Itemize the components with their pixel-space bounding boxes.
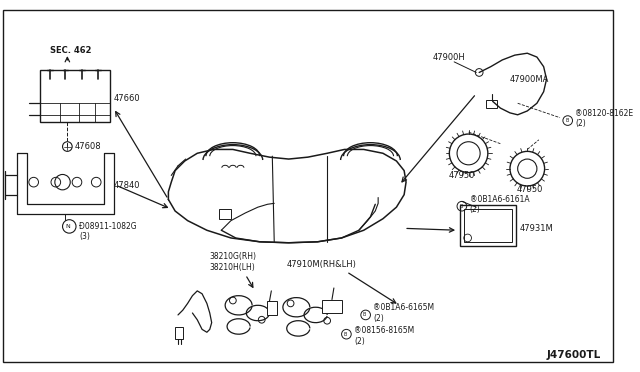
Bar [40, 70, 109, 122]
Text: 47900H: 47900H [433, 52, 466, 61]
Text: N: N [65, 224, 70, 229]
Text: 47900MA: 47900MA [510, 75, 549, 84]
Text: 47910M(RH&LH): 47910M(RH&LH) [287, 260, 356, 269]
Text: Ð08911-1082G
(3): Ð08911-1082G (3) [79, 221, 136, 241]
Text: B: B [363, 312, 366, 317]
Text: SEC. 462: SEC. 462 [50, 46, 92, 55]
Text: 47840: 47840 [113, 180, 140, 190]
Text: ®08120-8162E
(2): ®08120-8162E (2) [575, 109, 634, 128]
Text: ®0B1A6-6165M
(2): ®0B1A6-6165M (2) [373, 303, 435, 323]
Text: 38210G(RH)
38210H(LH): 38210G(RH) 38210H(LH) [210, 252, 257, 272]
Bar [175, 327, 183, 339]
Text: J47600TL: J47600TL [547, 350, 601, 360]
Text: 47660: 47660 [113, 94, 140, 103]
Text: ®08156-8165M
(2): ®08156-8165M (2) [354, 326, 414, 346]
Text: B: B [460, 204, 463, 209]
Bar [323, 299, 342, 313]
Text: B: B [565, 118, 568, 123]
Bar [464, 209, 512, 242]
Bar [460, 205, 516, 246]
Bar [220, 209, 231, 219]
Text: 47950: 47950 [516, 185, 543, 194]
Text: 47931M: 47931M [520, 224, 554, 233]
Text: ®0B1A6-6161A
(2): ®0B1A6-6161A (2) [470, 195, 529, 214]
Bar [486, 100, 497, 108]
Bar [268, 301, 277, 315]
Text: B: B [344, 332, 347, 337]
Text: 47608: 47608 [75, 142, 102, 151]
Text: 47950: 47950 [449, 171, 475, 180]
